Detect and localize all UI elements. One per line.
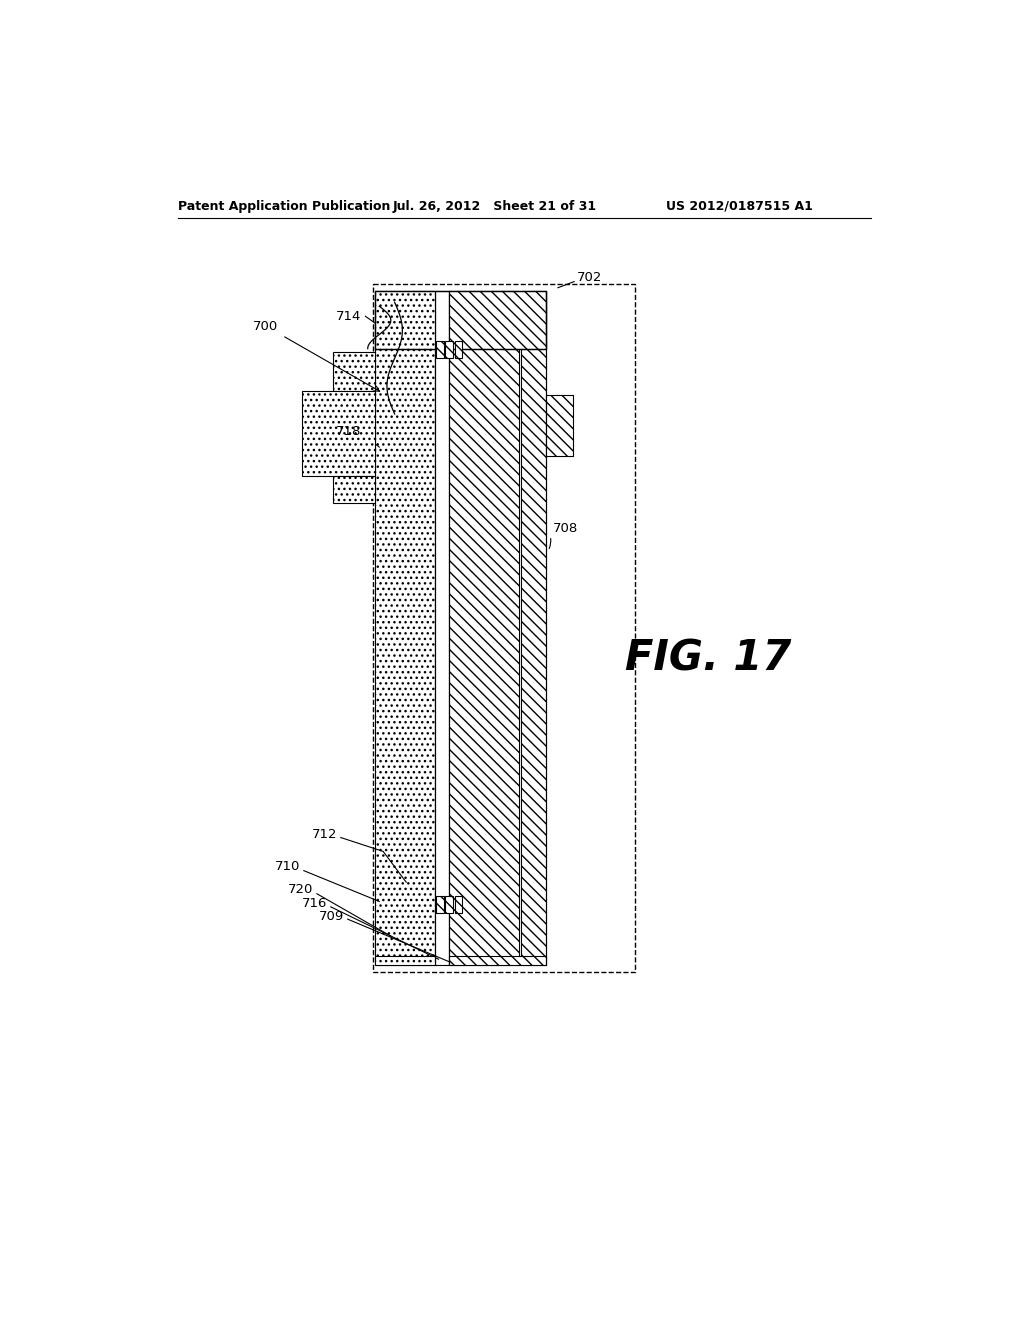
Bar [436,341,444,358]
Text: 712: 712 [311,828,337,841]
Bar [376,290,435,965]
Text: Patent Application Publication: Patent Application Publication [178,199,391,213]
Text: 702: 702 [578,271,602,284]
Text: 710: 710 [274,861,300,874]
Bar [547,395,573,457]
Bar [333,475,376,503]
Bar [455,341,463,358]
Text: 718: 718 [336,425,361,438]
Bar [455,896,463,913]
Bar [449,290,519,965]
Bar [376,290,547,348]
Text: 720: 720 [288,883,313,896]
Bar [521,290,547,965]
Bar [445,896,454,913]
Bar [449,290,547,348]
Bar [449,956,547,965]
Text: 700: 700 [253,319,279,333]
Text: 714: 714 [336,310,361,323]
Bar [445,341,454,358]
Bar [376,956,435,965]
Text: US 2012/0187515 A1: US 2012/0187515 A1 [666,199,813,213]
Text: Jul. 26, 2012   Sheet 21 of 31: Jul. 26, 2012 Sheet 21 of 31 [392,199,597,213]
Bar [373,284,635,973]
Bar [436,896,444,913]
Text: 709: 709 [318,911,344,924]
Bar [435,290,449,965]
Text: FIG. 17: FIG. 17 [625,638,792,680]
Text: 716: 716 [301,898,327,911]
Text: 708: 708 [553,521,578,535]
Bar [376,290,435,348]
Bar [302,391,376,475]
Bar [333,352,376,391]
